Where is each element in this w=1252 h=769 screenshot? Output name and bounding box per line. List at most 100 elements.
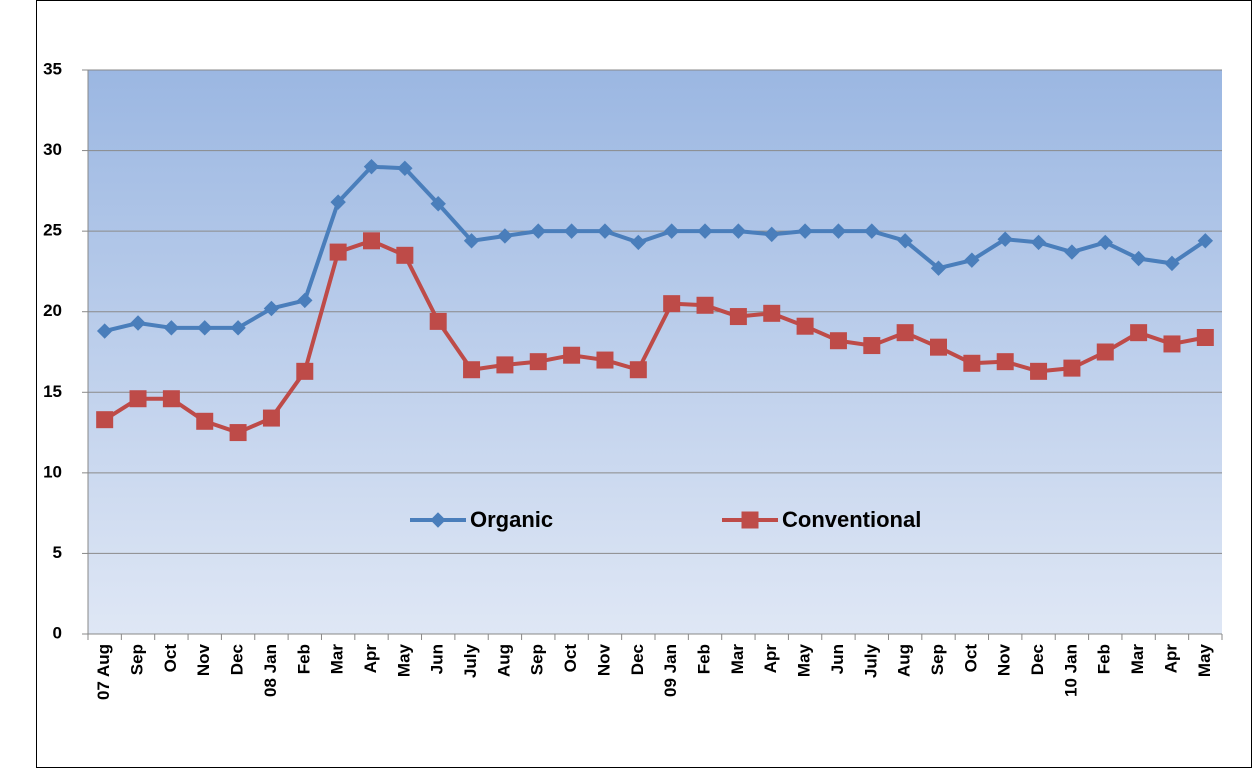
x-tick-label: Apr (761, 644, 780, 674)
marker (197, 320, 213, 336)
marker (697, 223, 713, 239)
legend-marker (741, 511, 759, 529)
y-tick-label: 35 (43, 59, 62, 78)
marker (663, 295, 681, 313)
x-tick-label: Oct (961, 644, 980, 673)
x-tick-label: May (1195, 643, 1214, 677)
marker (163, 320, 180, 336)
marker (129, 390, 147, 408)
marker (429, 312, 447, 330)
x-tick-label: 09 Jan (661, 644, 680, 697)
x-tick-label: Aug (895, 644, 914, 677)
marker (263, 300, 280, 317)
marker (597, 223, 613, 239)
marker (1030, 234, 1047, 251)
marker (864, 223, 880, 239)
y-tick-label: 0 (53, 623, 62, 642)
marker (896, 324, 914, 342)
x-tick-label: Mar (728, 644, 747, 675)
marker (329, 243, 347, 261)
marker (463, 233, 480, 249)
marker (629, 361, 647, 379)
marker (1163, 335, 1181, 353)
marker (530, 223, 546, 239)
x-tick-label: Mar (1128, 644, 1147, 675)
marker (1164, 255, 1180, 272)
x-tick-label: July (461, 643, 480, 678)
x-tick-label: Oct (561, 644, 580, 673)
marker (663, 223, 680, 239)
x-tick-label: 07 Aug (94, 644, 113, 700)
series-line (104, 164, 1207, 333)
marker (796, 317, 814, 335)
plot-area (88, 70, 1222, 634)
marker (1063, 359, 1081, 377)
legend-label: Conventional (782, 507, 921, 532)
x-tick-label: Jun (428, 644, 447, 674)
marker (529, 353, 547, 371)
x-tick-label: Apr (361, 644, 380, 674)
marker (964, 252, 980, 268)
x-tick-label: July (861, 643, 880, 678)
marker (797, 223, 813, 239)
marker (363, 232, 380, 250)
x-tick-label: Nov (594, 643, 613, 676)
marker (1130, 250, 1147, 267)
marker (262, 409, 280, 427)
marker (729, 308, 747, 326)
marker (830, 223, 847, 239)
marker (764, 226, 780, 243)
x-tick-label: May (795, 643, 814, 677)
y-tick-label: 10 (43, 462, 62, 481)
marker (297, 292, 313, 309)
marker (363, 158, 380, 175)
marker (563, 223, 580, 239)
marker (96, 411, 114, 429)
marker (997, 231, 1013, 247)
marker (1064, 244, 1080, 260)
x-tick-label: Feb (695, 644, 714, 674)
series-line (103, 238, 1206, 435)
x-tick-label: Apr (1161, 644, 1180, 674)
marker (829, 332, 847, 350)
x-tick-label: Sep (528, 644, 547, 675)
x-tick-label: Oct (161, 644, 180, 673)
marker (196, 412, 214, 430)
marker (730, 223, 747, 239)
marker (930, 338, 947, 356)
marker (1197, 233, 1214, 249)
y-tick-label: 20 (43, 301, 62, 320)
marker (1130, 324, 1148, 342)
marker (230, 320, 246, 336)
marker (496, 356, 514, 374)
x-tick-label: Jun (828, 644, 847, 674)
legend-label: Organic (470, 507, 553, 532)
marker (497, 228, 513, 244)
marker (763, 304, 781, 322)
marker (596, 351, 614, 369)
marker (396, 246, 414, 264)
marker (162, 390, 180, 408)
x-tick-label: Nov (995, 643, 1014, 676)
x-tick-label: Sep (928, 644, 947, 675)
x-tick-label: Feb (1095, 644, 1114, 674)
x-tick-label: Sep (128, 644, 147, 675)
x-tick-label: Dec (228, 644, 247, 675)
marker (1196, 328, 1214, 346)
x-tick-label: Aug (494, 644, 513, 677)
legend-marker (430, 512, 446, 528)
y-tick-label: 5 (53, 543, 62, 562)
marker (1030, 362, 1048, 380)
marker (229, 424, 247, 442)
marker (130, 315, 146, 331)
marker (397, 160, 413, 177)
x-tick-label: Mar (328, 644, 347, 675)
marker (1097, 234, 1113, 251)
x-tick-label: Dec (628, 644, 647, 675)
marker (296, 362, 314, 380)
x-tick-label: May (394, 643, 413, 677)
marker (1096, 343, 1114, 361)
x-tick-label: 10 Jan (1061, 644, 1080, 697)
marker (463, 361, 481, 379)
